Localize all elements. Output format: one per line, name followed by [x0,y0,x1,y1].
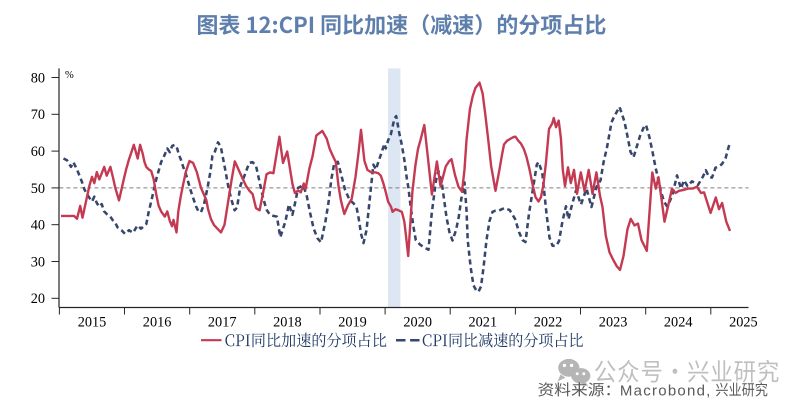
svg-text:60: 60 [31,144,45,160]
svg-text:2017: 2017 [208,314,237,330]
svg-text:30: 30 [31,254,45,270]
svg-text:2021: 2021 [469,314,498,330]
svg-text:2015: 2015 [78,314,107,330]
svg-text:2024: 2024 [664,314,693,330]
svg-text:2023: 2023 [599,314,628,330]
svg-text:20: 20 [31,291,45,307]
svg-text:2025: 2025 [729,314,758,330]
svg-text:2016: 2016 [143,314,172,330]
svg-text:2022: 2022 [534,314,563,330]
svg-text:2020: 2020 [403,314,432,330]
svg-text:80: 80 [31,70,45,86]
svg-text:2019: 2019 [338,314,367,330]
svg-text:2018: 2018 [273,314,302,330]
svg-text:50: 50 [31,181,45,197]
svg-text:70: 70 [31,107,45,123]
svg-text:40: 40 [31,218,45,234]
svg-text:Macrobond,: Macrobond, [620,382,712,399]
svg-text:%: % [65,70,74,81]
